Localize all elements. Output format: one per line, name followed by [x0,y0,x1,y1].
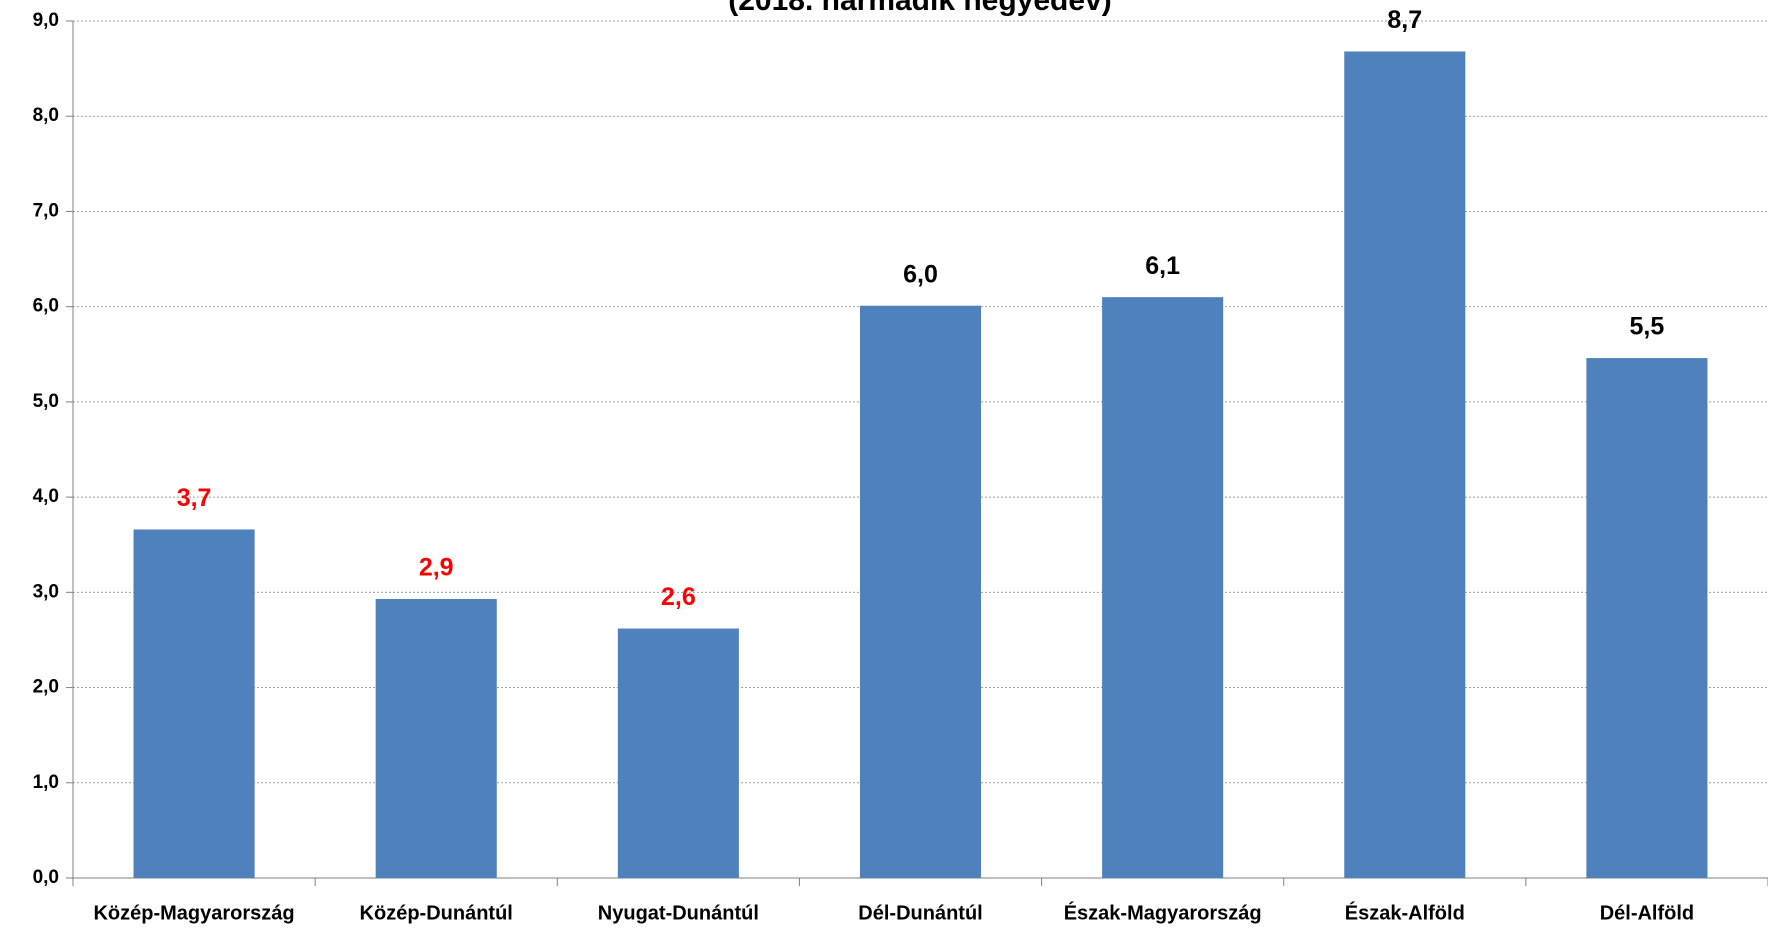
data-label: 3,7 [177,484,212,512]
y-tick-label: 0,0 [33,867,59,888]
data-label: 2,9 [419,554,454,582]
x-tick-label: Észak-Alföld [1345,901,1465,924]
bar [1344,51,1466,878]
y-tick-label: 7,0 [33,200,59,221]
x-tick-label: Dél-Dunántúl [858,902,982,924]
bar [133,529,255,878]
y-tick-label: 5,0 [33,391,59,412]
bar [617,628,739,878]
y-tick-label: 3,0 [33,581,59,602]
y-tick-label: 6,0 [33,296,59,317]
data-label: 6,0 [903,260,938,288]
x-tick-label: Nyugat-Dunántúl [598,902,759,924]
bar [1586,358,1708,878]
x-tick-label: Közép-Dunántúl [360,902,513,924]
data-label: 8,7 [1387,6,1422,34]
y-tick-label: 8,0 [33,105,59,126]
x-tick-label: Észak-Magyarország [1064,901,1262,924]
data-label: 5,5 [1630,313,1665,341]
data-label: 6,1 [1145,252,1180,280]
chart-title: (2018. harmadik negyedév) [728,0,1112,17]
bar [859,305,982,878]
y-tick-label: 1,0 [33,772,59,793]
x-tick-label: Dél-Alföld [1600,902,1694,924]
data-label: 2,6 [661,583,696,611]
y-tick-label: 2,0 [33,677,59,698]
bar [1102,297,1224,879]
y-tick-label: 4,0 [33,486,59,507]
bar [375,598,497,878]
y-tick-label: 9,0 [33,10,59,31]
x-tick-label: Közép-Magyarország [93,902,294,924]
